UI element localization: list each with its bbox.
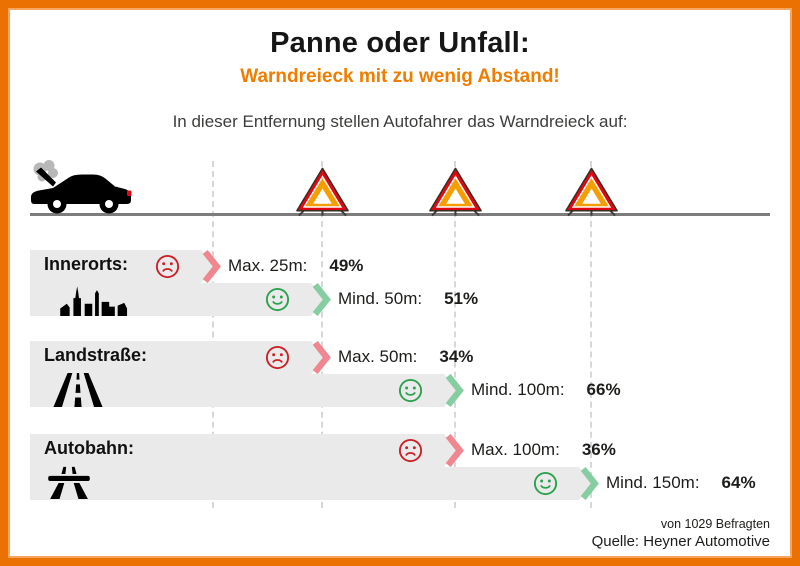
warning-triangle-icon — [565, 167, 618, 217]
distance-value: Mind. 50m: 51% — [338, 289, 478, 309]
page-description: In dieser Entfernung stellen Autofahrer … — [172, 112, 628, 131]
chevron-right-icon — [580, 467, 599, 500]
source-note: Quelle: Heyner Automotive — [591, 533, 770, 550]
percent-value: 51% — [444, 289, 479, 308]
distance-label: Mind. 100m: — [471, 380, 565, 399]
percent-value: 36% — [581, 440, 616, 459]
distance-value: Max. 25m: 49% — [228, 256, 363, 276]
bar-bad-autobahn — [30, 434, 464, 467]
country-road-icon — [53, 373, 103, 407]
chevron-right-icon — [445, 434, 464, 467]
happy-face-icon — [533, 471, 558, 496]
chevron-right-icon — [445, 374, 464, 407]
bar-good-landstrasse — [30, 374, 464, 407]
chevron-right-icon — [202, 250, 221, 283]
distance-dashed-line-50m — [321, 161, 323, 508]
distance-value: Max. 50m: 34% — [338, 347, 473, 367]
warning-triangle-icon — [429, 167, 482, 217]
autobahn-icon — [48, 466, 90, 499]
row-label-innerorts: Innerorts: — [44, 254, 129, 274]
sad-face-icon — [265, 345, 290, 370]
distance-label: Mind. 50m: — [338, 289, 423, 308]
distance-label: Max. 100m: — [471, 440, 560, 459]
distance-dashed-line-100m — [454, 161, 456, 508]
happy-face-icon — [398, 378, 423, 403]
happy-face-icon — [265, 287, 290, 312]
bar-fill — [30, 374, 457, 407]
distance-dashed-line-25m — [212, 161, 214, 508]
page-title: Panne oder Unfall: — [270, 27, 530, 59]
sad-face-icon — [398, 438, 423, 463]
row-label-autobahn: Autobahn: — [44, 438, 134, 458]
distance-value: Mind. 100m: 66% — [471, 380, 621, 400]
chevron-right-icon — [312, 341, 331, 374]
city-skyline-icon — [60, 286, 128, 316]
road-line — [30, 213, 770, 216]
percent-value: 66% — [586, 380, 621, 399]
bar-bad-landstrasse — [30, 341, 331, 374]
bar-fill — [30, 250, 214, 283]
sad-face-icon — [155, 254, 180, 279]
percent-value: 49% — [329, 256, 364, 275]
bar-fill — [30, 434, 457, 467]
bar-good-autobahn — [30, 467, 599, 500]
distance-dashed-line-150m — [590, 161, 592, 508]
broken-car-icon — [31, 160, 132, 214]
bar-fill — [30, 467, 592, 500]
row-label-landstrasse: Landstraße: — [44, 345, 148, 365]
distance-label: Mind. 150m: — [606, 473, 700, 492]
percent-value: 34% — [439, 347, 474, 366]
page-subtitle: Warndreieck mit zu wenig Abstand! — [240, 66, 560, 87]
bar-bad-innerorts — [30, 250, 221, 283]
distance-value: Mind. 150m: 64% — [606, 473, 756, 493]
distance-value: Max. 100m: 36% — [471, 440, 616, 460]
distance-label: Max. 25m: — [228, 256, 308, 275]
chevron-right-icon — [312, 283, 331, 316]
percent-value: 64% — [721, 473, 756, 492]
sample-size-note: von 1029 Befragten — [660, 517, 770, 531]
distance-label: Max. 50m: — [338, 347, 418, 366]
warning-triangle-icon — [296, 167, 349, 217]
